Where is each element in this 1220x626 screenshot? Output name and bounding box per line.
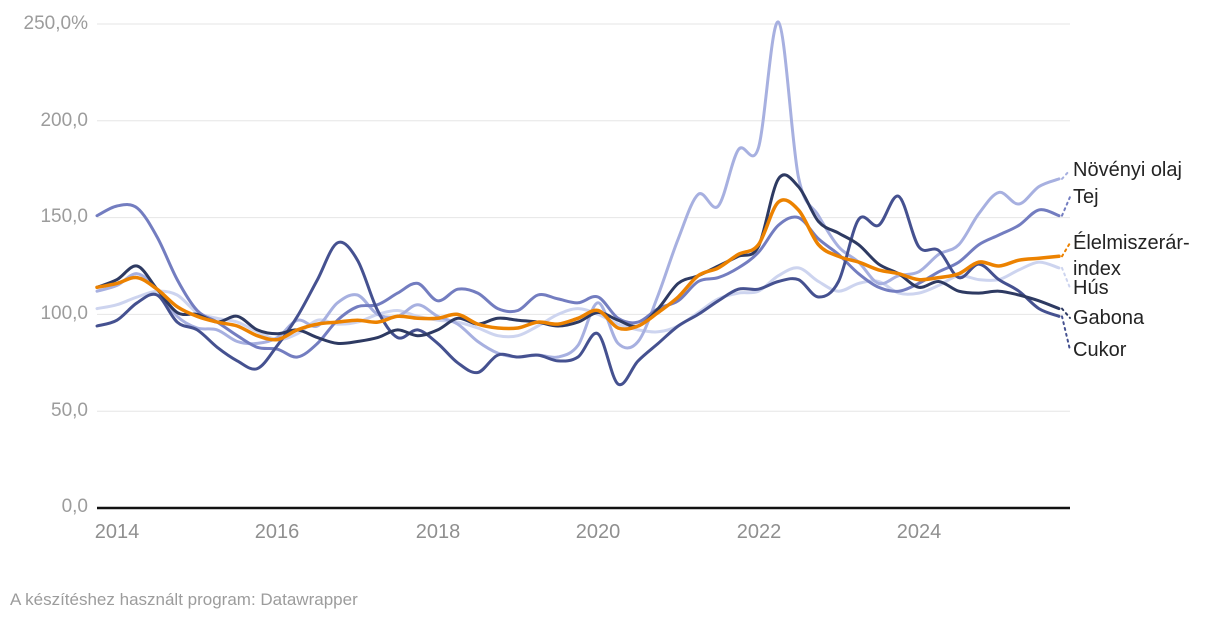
series-label-cereals: Gabona	[1073, 307, 1145, 329]
label-connector-vegoil	[1060, 169, 1071, 180]
series-label-vegetable-oil: Növényi olaj	[1073, 159, 1182, 181]
label-connector-hus	[1060, 266, 1071, 289]
y-tick-label: 200,0	[40, 110, 88, 131]
x-tick-label: 2022	[736, 521, 782, 543]
x-tick-label: 2018	[415, 521, 461, 543]
series-line-index	[95, 198, 1061, 342]
series-line-vegoil	[95, 20, 1061, 359]
series-label-meat: Hús	[1073, 277, 1109, 299]
y-tick-label: 0,0	[61, 496, 88, 517]
series-label-milk: Tej	[1073, 186, 1099, 208]
label-connector-gabona	[1060, 307, 1071, 319]
series-label-sugar: Cukor	[1073, 339, 1127, 361]
x-tick-label: 2016	[254, 521, 300, 543]
label-connector-cukor	[1060, 315, 1071, 351]
series-line-hus	[95, 260, 1061, 342]
y-tick-label: 50,0	[51, 400, 88, 421]
series-label-food-price-index: Élelmiszerár-index	[1073, 232, 1190, 280]
series-line-cukor	[95, 194, 1061, 387]
label-connector-index	[1060, 242, 1071, 258]
attribution-text: A készítéshez használt program: Datawrap…	[10, 590, 358, 609]
x-tick-label: 2024	[896, 521, 942, 543]
x-tick-label: 2020	[575, 521, 621, 543]
series-line-tej	[95, 203, 1061, 359]
y-tick-label: 150,0	[40, 206, 88, 227]
y-tick-label: 100,0	[40, 303, 88, 324]
label-connector-tej	[1060, 196, 1071, 217]
x-tick-label: 2014	[94, 521, 140, 543]
y-tick-label: 250,0%	[23, 13, 88, 34]
